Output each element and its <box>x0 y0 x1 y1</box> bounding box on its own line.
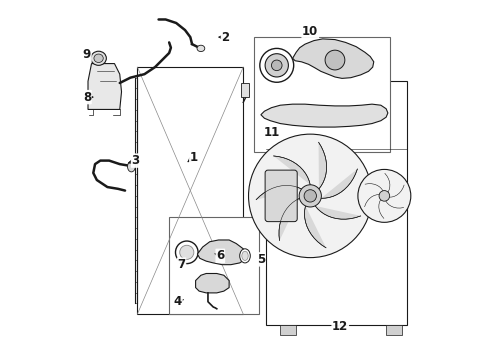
Text: 3: 3 <box>132 154 140 167</box>
Circle shape <box>379 190 390 201</box>
Bar <box>280 325 296 335</box>
Text: 10: 10 <box>302 25 318 38</box>
Ellipse shape <box>197 45 205 51</box>
Ellipse shape <box>91 51 106 66</box>
Text: 5: 5 <box>257 253 265 266</box>
Text: 9: 9 <box>83 48 91 61</box>
Circle shape <box>180 245 194 259</box>
Polygon shape <box>196 274 229 293</box>
Text: 12: 12 <box>332 320 348 333</box>
Text: 8: 8 <box>83 91 91 104</box>
Ellipse shape <box>240 249 250 263</box>
Polygon shape <box>273 156 310 185</box>
Polygon shape <box>318 142 326 189</box>
Text: 7: 7 <box>177 258 186 271</box>
Bar <box>386 325 402 335</box>
Circle shape <box>304 190 317 202</box>
Bar <box>242 83 248 97</box>
Polygon shape <box>293 39 374 78</box>
Text: 4: 4 <box>174 295 182 308</box>
Circle shape <box>271 60 282 71</box>
Text: 6: 6 <box>216 249 224 262</box>
Bar <box>137 67 243 314</box>
Bar <box>242 288 248 307</box>
Circle shape <box>299 185 321 207</box>
Text: 2: 2 <box>221 31 230 44</box>
Polygon shape <box>321 169 357 198</box>
Polygon shape <box>279 198 299 240</box>
Polygon shape <box>315 206 361 219</box>
Circle shape <box>358 170 411 222</box>
Text: 1: 1 <box>190 150 198 163</box>
Circle shape <box>325 50 345 70</box>
Bar <box>254 37 390 152</box>
Circle shape <box>175 241 198 264</box>
Polygon shape <box>256 185 301 200</box>
Circle shape <box>260 48 294 82</box>
Bar <box>169 217 259 314</box>
FancyBboxPatch shape <box>265 170 297 222</box>
Ellipse shape <box>127 161 135 172</box>
Polygon shape <box>88 64 122 109</box>
Ellipse shape <box>242 251 248 260</box>
Polygon shape <box>261 104 388 127</box>
Circle shape <box>248 134 372 258</box>
Text: 11: 11 <box>263 126 280 139</box>
Bar <box>266 81 407 325</box>
Ellipse shape <box>94 54 103 63</box>
Polygon shape <box>304 206 326 248</box>
Polygon shape <box>197 240 247 265</box>
Circle shape <box>265 54 289 77</box>
